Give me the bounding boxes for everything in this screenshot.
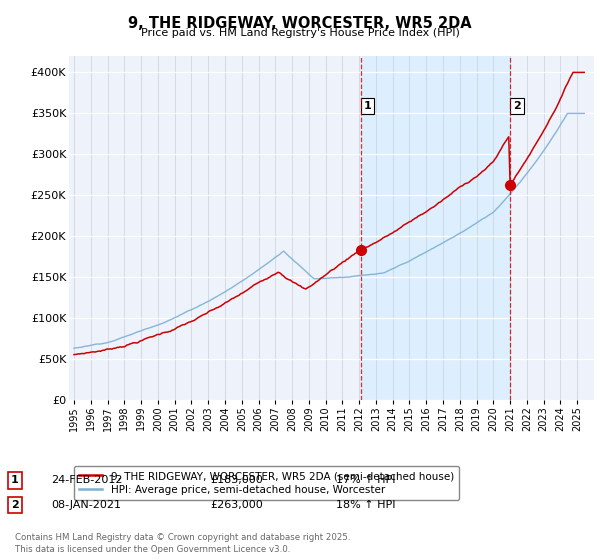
Legend: 9, THE RIDGEWAY, WORCESTER, WR5 2DA (semi-detached house), HPI: Average price, s: 9, THE RIDGEWAY, WORCESTER, WR5 2DA (sem…: [74, 466, 459, 501]
Bar: [361, 56, 511, 400]
Text: 1: 1: [11, 475, 19, 486]
Text: 17% ↑ HPI: 17% ↑ HPI: [336, 475, 395, 486]
Text: 24-FEB-2012: 24-FEB-2012: [51, 475, 122, 486]
Text: 2: 2: [11, 500, 19, 510]
Text: 08-JAN-2021: 08-JAN-2021: [51, 500, 121, 510]
Text: £183,000: £183,000: [210, 475, 263, 486]
Text: Contains HM Land Registry data © Crown copyright and database right 2025.
This d: Contains HM Land Registry data © Crown c…: [15, 533, 350, 554]
Text: 18% ↑ HPI: 18% ↑ HPI: [336, 500, 395, 510]
Text: 2: 2: [513, 101, 521, 111]
Text: 9, THE RIDGEWAY, WORCESTER, WR5 2DA: 9, THE RIDGEWAY, WORCESTER, WR5 2DA: [128, 16, 472, 31]
Text: 1: 1: [364, 101, 371, 111]
Text: Price paid vs. HM Land Registry's House Price Index (HPI): Price paid vs. HM Land Registry's House …: [140, 28, 460, 38]
Text: £263,000: £263,000: [210, 500, 263, 510]
